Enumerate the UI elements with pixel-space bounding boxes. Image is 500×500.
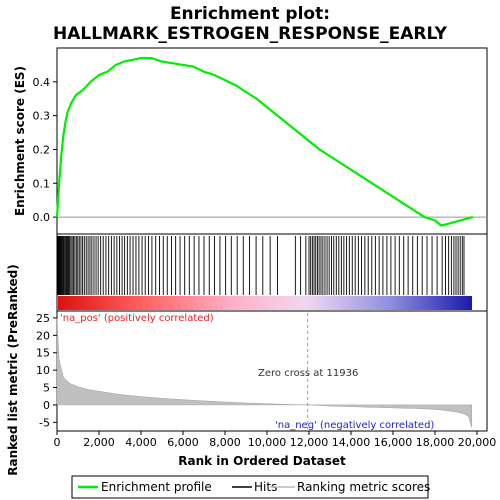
legend-profile-label: Enrichment profile	[101, 480, 212, 494]
x-tick-label: 6,000	[167, 436, 199, 449]
metric-y-tick-label: 25	[36, 312, 50, 325]
metric-y-tick-label: 10	[36, 364, 50, 377]
x-tick-label: 14,000	[332, 436, 371, 449]
es-y-tick-label: 0.4	[33, 76, 51, 89]
x-tick-label: 10,000	[248, 436, 287, 449]
metric-y-axis-title: Ranked list metric (PreRanked)	[6, 264, 20, 476]
x-axis-ticks: 0 2,000 4,000 6,000 8,000 10,000 12,000 14,000 1…	[54, 431, 497, 449]
neg-correlated-label: 'na_neg' (negatively correlated)	[275, 420, 434, 431]
x-axis-title: Rank in Ordered Dataset	[178, 454, 346, 468]
x-tick-label: 20,000	[458, 436, 497, 449]
es-panel-frame	[56, 47, 488, 235]
metric-y-tick-label: -5	[39, 416, 50, 429]
enrichment-profile-line	[55, 56, 474, 227]
metric-y-tick-label: 20	[36, 329, 50, 342]
es-y-tick-label: 0.2	[33, 143, 51, 156]
legend-hits-label: Hits	[254, 480, 277, 494]
metric-y-tick-label: 15	[36, 347, 50, 360]
ranking-metric-area	[56, 317, 473, 428]
hit-markers	[57, 236, 465, 295]
metric-y-tick-label: 5	[43, 382, 50, 395]
x-tick-label: 12,000	[290, 436, 329, 449]
x-tick-label: 0	[54, 436, 61, 449]
x-tick-label: 4,000	[125, 436, 157, 449]
es-y-axis-title: Enrichment score (ES)	[13, 66, 27, 216]
rank-color-bar	[58, 296, 472, 310]
chart-title-line2: HALLMARK_ESTROGEN_RESPONSE_EARLY	[53, 24, 448, 44]
metric-y-tick-label: 0	[43, 399, 50, 412]
es-y-tick-label: 0.0	[33, 211, 51, 224]
x-tick-label: 2,000	[83, 436, 115, 449]
es-y-ticks: 0.0 0.1 0.2 0.3 0.4	[33, 76, 57, 224]
es-y-tick-label: 0.3	[33, 110, 51, 123]
chart-title-line1: Enrichment plot:	[170, 4, 330, 24]
metric-y-ticks: 25 20 15 10 5 0 -5	[36, 312, 57, 429]
x-tick-label: 16,000	[374, 436, 413, 449]
pos-correlated-label: 'na_pos' (positively correlated)	[60, 313, 214, 324]
legend-metric-label: Ranking metric scores	[297, 480, 430, 494]
es-y-tick-label: 0.1	[33, 177, 51, 190]
x-tick-label: 18,000	[416, 436, 455, 449]
x-tick-label: 8,000	[209, 436, 241, 449]
zero-cross-label: Zero cross at 11936	[258, 368, 358, 379]
